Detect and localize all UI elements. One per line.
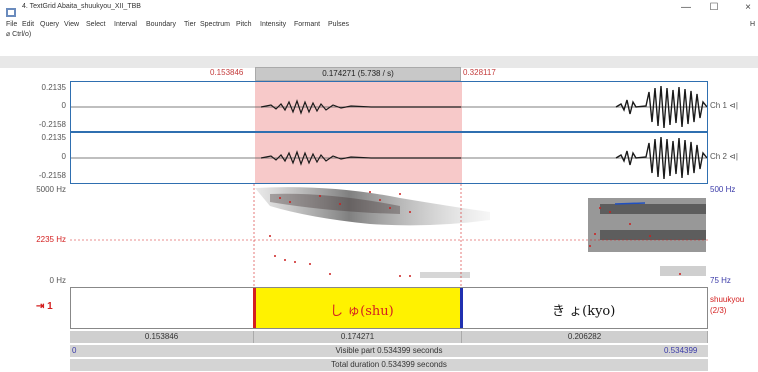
ch2-bottom-label: -0.2158: [38, 171, 66, 180]
minimize-button[interactable]: —: [681, 2, 691, 13]
right-boundary[interactable]: [460, 288, 463, 328]
menu-edit[interactable]: Edit: [22, 21, 35, 28]
spectrogram-max-label: 5000 Hz: [36, 185, 66, 194]
spectrogram-plot: [70, 184, 708, 287]
interval-kyo-text[interactable]: き ょ(kyo): [552, 304, 616, 319]
menu-pitch[interactable]: Pitch: [236, 21, 252, 28]
tier-name[interactable]: shuukyou: [710, 295, 745, 304]
ch2-name[interactable]: Ch 2 ⊲|: [710, 152, 738, 161]
menu-tier[interactable]: Tier: [184, 21, 196, 28]
close-button[interactable]: ×: [745, 2, 751, 13]
title-bar: 4. TextGrid Abaita_shuukyou_XII_TBB — ☐ …: [0, 0, 758, 18]
pitch-max-label: 500 Hz: [710, 185, 736, 194]
menu-select[interactable]: Select: [86, 21, 106, 28]
selection-end: 0.328117: [463, 68, 496, 77]
menu-formant[interactable]: Formant: [294, 21, 321, 28]
ch2-top-label: 0.2135: [41, 133, 66, 142]
ch1-top-label: 0.2135: [41, 83, 66, 92]
selection-duration[interactable]: 0.174271 (5.738 / s): [255, 67, 461, 81]
spectrogram-cursor-label: 2235 Hz: [36, 235, 66, 244]
menu-intensity[interactable]: Intensity: [260, 21, 287, 28]
tier-number[interactable]: ⇥ 1: [36, 301, 53, 312]
ch1-zero-label: 0: [61, 101, 66, 110]
ch1-name[interactable]: Ch 1 ⊲|: [710, 101, 738, 110]
left-boundary[interactable]: [253, 288, 256, 328]
waveform-channel-2[interactable]: [70, 132, 708, 184]
maximize-button[interactable]: ☐: [709, 2, 719, 13]
visible-end: 0.534399: [664, 346, 698, 355]
duration-right[interactable]: 0.206282: [462, 331, 708, 343]
duration-left[interactable]: 0.153846: [70, 331, 254, 343]
visible-start: 0: [72, 346, 77, 355]
menu-view[interactable]: View: [64, 21, 80, 28]
waveform-2: [71, 136, 707, 180]
pitch-min-label: 75 Hz: [710, 276, 731, 285]
duration-mid[interactable]: 0.174271: [254, 331, 462, 343]
menu-spectrum[interactable]: Spectrum: [200, 21, 230, 28]
total-duration-label: Total duration 0.534399 seconds: [331, 360, 447, 369]
toolbar-hint[interactable]: ⌀ Ctrl/o): [6, 31, 32, 38]
spectrogram-min-label: 0 Hz: [49, 276, 66, 285]
menu-overflow: H: [750, 21, 756, 28]
menu-boundary[interactable]: Boundary: [146, 21, 176, 28]
menu-pulses[interactable]: Pulses: [328, 21, 350, 28]
time-header: [0, 56, 758, 68]
app-icon: [6, 4, 16, 17]
window-title: 4. TextGrid Abaita_shuukyou_XII_TBB: [22, 3, 141, 10]
tier-count: (2/3): [710, 306, 727, 315]
waveform-channel-1[interactable]: [70, 81, 708, 132]
ch2-zero-label: 0: [61, 152, 66, 161]
menu-interval[interactable]: Interval: [114, 21, 137, 28]
menu-file[interactable]: File: [6, 21, 18, 28]
spectrogram[interactable]: [70, 184, 708, 287]
ch1-bottom-label: -0.2158: [38, 120, 66, 129]
visible-part-label: Visible part 0.534399 seconds: [335, 346, 443, 355]
selection-start: 0.153846: [210, 68, 244, 77]
interval-shu-text[interactable]: し ゅ(shu): [330, 304, 394, 319]
waveform-1: [71, 85, 707, 129]
menu-query[interactable]: Query: [40, 21, 60, 28]
visible-part-bar[interactable]: Visible part 0.534399 seconds: [70, 345, 708, 357]
selected-interval[interactable]: [254, 288, 462, 328]
total-duration-bar[interactable]: Total duration 0.534399 seconds: [70, 359, 708, 371]
